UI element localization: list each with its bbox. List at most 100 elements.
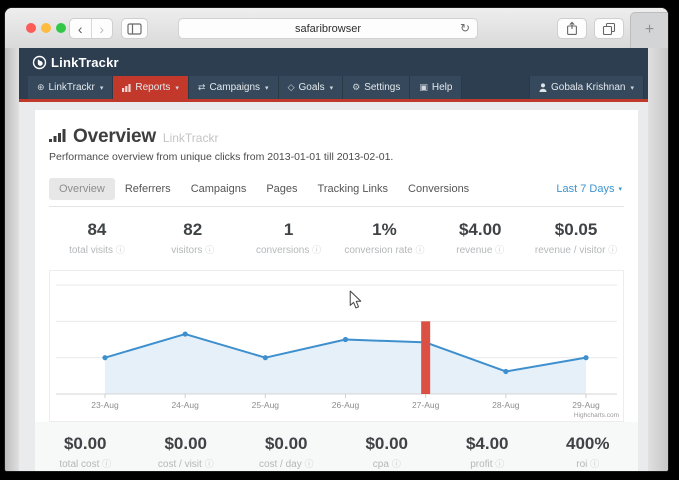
stat-cost-per-visit: $0.00 cost / visit ⓘ	[136, 434, 237, 470]
stat-label: total cost ⓘ	[35, 457, 136, 470]
stat-label: revenue / visitor ⓘ	[528, 243, 624, 256]
nav-label: Settings	[364, 82, 400, 93]
nav-goals[interactable]: ◇ Goals ▾	[279, 76, 344, 99]
scrollbar-gutter[interactable]	[648, 48, 668, 471]
tab-campaigns[interactable]: Campaigns	[181, 178, 257, 200]
info-icon[interactable]: ⓘ	[590, 460, 599, 470]
stat-profit: $4.00 profit ⓘ	[437, 434, 538, 470]
tab-conversions[interactable]: Conversions	[398, 178, 479, 200]
svg-text:26-Aug: 26-Aug	[332, 400, 360, 410]
stats-row-bottom: $0.00 total cost ⓘ $0.00 cost / visit ⓘ …	[35, 422, 638, 471]
stat-cpa: $0.00 cpa ⓘ	[337, 434, 438, 470]
zoom-window-button[interactable]	[56, 23, 66, 33]
address-bar[interactable]: safaribrowser ↻	[178, 18, 478, 39]
caret-down-icon: ▾	[175, 84, 179, 92]
tab-referrers[interactable]: Referrers	[115, 178, 181, 200]
nav-help[interactable]: ▣ Help	[410, 76, 462, 99]
stat-value: 84	[49, 220, 145, 240]
main-navbar: ⊕ LinkTrackr ▾ Reports ▾ ⇄ Campaigns ▾ ◇…	[19, 76, 648, 102]
stat-value: $4.00	[437, 434, 538, 454]
caret-down-icon: ▾	[100, 84, 104, 92]
info-icon[interactable]: ⓘ	[205, 246, 214, 256]
stat-value: 1%	[336, 220, 432, 240]
svg-text:27-Aug: 27-Aug	[412, 400, 440, 410]
info-icon[interactable]: ⓘ	[205, 460, 214, 470]
page-head: Overview LinkTrackr Performance overview…	[49, 110, 624, 163]
nav-settings[interactable]: ⚙ Settings	[343, 76, 410, 99]
stat-label: cost / day ⓘ	[236, 457, 337, 470]
back-button[interactable]: ‹	[70, 19, 91, 38]
mouse-cursor	[349, 290, 362, 309]
stat-total-cost: $0.00 total cost ⓘ	[35, 434, 136, 470]
stat-value: $4.00	[432, 220, 528, 240]
highcharts-credit[interactable]: Highcharts.com	[574, 412, 619, 419]
nav-label: Campaigns	[209, 82, 260, 93]
page-subtitle: Performance overview from unique clicks …	[49, 151, 624, 163]
close-window-button[interactable]	[26, 23, 36, 33]
new-tab-button[interactable]: +	[630, 12, 668, 50]
stat-label: revenue ⓘ	[432, 243, 528, 256]
info-icon[interactable]: ⓘ	[608, 246, 617, 256]
info-icon[interactable]: ⓘ	[415, 246, 424, 256]
stat-conversion-rate: 1% conversion rate ⓘ	[336, 220, 432, 256]
caret-down-icon: ▾	[630, 84, 634, 92]
svg-text:28-Aug: 28-Aug	[492, 400, 520, 410]
stat-cost-per-day: $0.00 cost / day ⓘ	[236, 434, 337, 470]
user-menu[interactable]: Gobala Krishnan ▾	[529, 76, 644, 99]
minimize-window-button[interactable]	[41, 23, 51, 33]
forward-icon: ›	[99, 22, 104, 36]
stat-revenue: $4.00 revenue ⓘ	[432, 220, 528, 256]
user-name: Gobala Krishnan	[551, 82, 626, 93]
caret-down-icon: ▾	[265, 84, 269, 92]
bar-chart-icon	[122, 83, 131, 92]
page-title-suffix: LinkTrackr	[163, 131, 219, 145]
brand-logo[interactable]: LinkTrackr	[32, 55, 119, 70]
info-icon[interactable]: ⓘ	[102, 460, 111, 470]
tab-overview-button[interactable]	[594, 18, 624, 39]
svg-text:25-Aug: 25-Aug	[252, 400, 280, 410]
site-header: LinkTrackr	[19, 48, 648, 76]
tab-pages[interactable]: Pages	[256, 178, 307, 200]
info-icon[interactable]: ⓘ	[116, 246, 125, 256]
nav-campaigns[interactable]: ⇄ Campaigns ▾	[189, 76, 279, 99]
stat-value: $0.05	[528, 220, 624, 240]
stat-total-visits: 84 total visits ⓘ	[49, 220, 145, 256]
shuffle-icon: ⇄	[198, 83, 206, 93]
sidebar-button[interactable]	[121, 18, 148, 39]
stat-label: visitors ⓘ	[145, 243, 241, 256]
report-tabs: Overview Referrers Campaigns Pages Track…	[49, 178, 624, 207]
stat-conversions: 1 conversions ⓘ	[241, 220, 337, 256]
content-panel: Overview LinkTrackr Performance overview…	[35, 110, 638, 471]
stat-label: profit ⓘ	[437, 457, 538, 470]
chart-plot-area[interactable]: 23-Aug24-Aug25-Aug26-Aug27-Aug28-Aug29-A…	[50, 271, 623, 421]
info-icon[interactable]: ⓘ	[305, 460, 314, 470]
svg-text:29-Aug: 29-Aug	[572, 400, 600, 410]
back-icon: ‹	[78, 22, 83, 36]
browser-window: ‹ › safaribrowser ↻ +	[5, 8, 668, 471]
url-text: safaribrowser	[295, 23, 361, 35]
stats-row-top: 84 total visits ⓘ 82 visitors ⓘ 1 conver…	[49, 207, 624, 270]
info-icon[interactable]: ⓘ	[495, 246, 504, 256]
svg-text:23-Aug: 23-Aug	[91, 400, 119, 410]
date-range-label: Last 7 Days	[556, 183, 614, 195]
tab-overview[interactable]: Overview	[49, 178, 115, 200]
nav-reports[interactable]: Reports ▾	[113, 76, 189, 99]
help-icon: ▣	[419, 83, 428, 93]
nav-label: Goals	[298, 82, 324, 93]
reload-button[interactable]: ↻	[460, 21, 470, 35]
info-icon[interactable]: ⓘ	[392, 460, 401, 470]
info-icon[interactable]: ⓘ	[495, 460, 504, 470]
nav-linktrackr[interactable]: ⊕ LinkTrackr ▾	[28, 76, 113, 99]
sidebar-icon	[127, 23, 142, 35]
plus-icon: +	[645, 21, 654, 39]
forward-button[interactable]: ›	[91, 19, 113, 38]
stat-label: conversion rate ⓘ	[336, 243, 432, 256]
info-icon[interactable]: ⓘ	[312, 246, 321, 256]
date-range-selector[interactable]: Last 7 Days ▾	[556, 183, 624, 195]
share-icon	[566, 21, 578, 36]
stat-visitors: 82 visitors ⓘ	[145, 220, 241, 256]
visits-chart[interactable]: 23-Aug24-Aug25-Aug26-Aug27-Aug28-Aug29-A…	[49, 270, 624, 422]
share-button[interactable]	[557, 18, 587, 39]
user-icon	[539, 83, 547, 92]
tab-tracking-links[interactable]: Tracking Links	[308, 178, 399, 200]
